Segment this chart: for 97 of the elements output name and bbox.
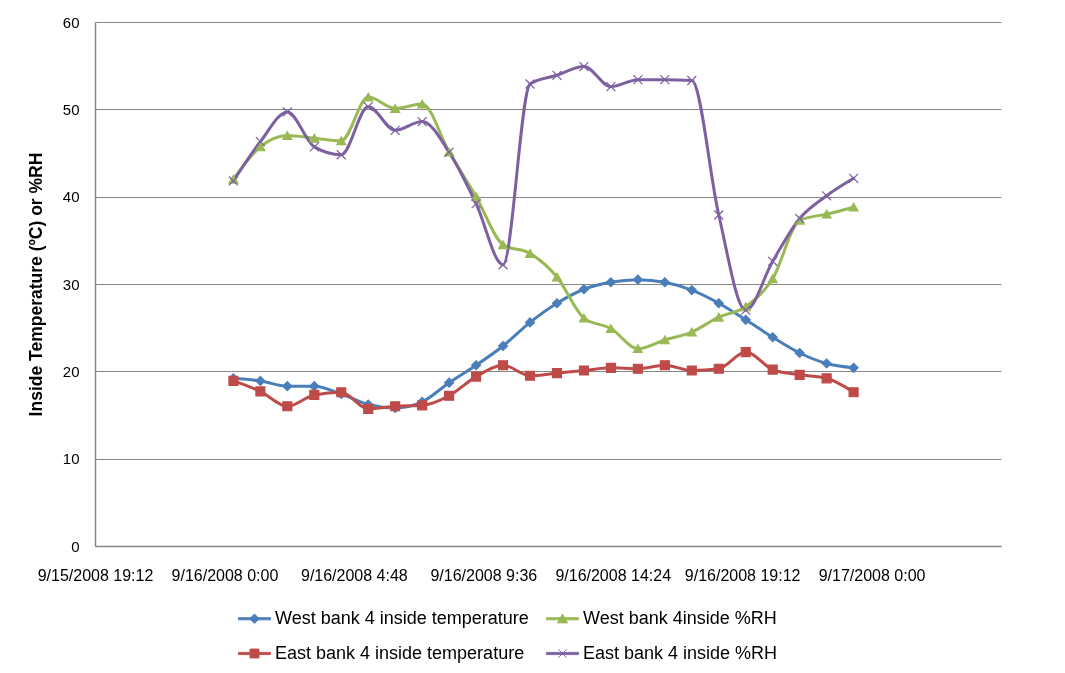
point bbox=[578, 61, 590, 72]
point bbox=[497, 340, 509, 352]
y-tick-label: 50 bbox=[62, 100, 80, 118]
point bbox=[578, 365, 590, 376]
point bbox=[255, 386, 266, 397]
y-tick-label: 60 bbox=[62, 13, 80, 31]
legend-label: East bank 4 inside %RH bbox=[583, 642, 778, 663]
point bbox=[255, 142, 266, 152]
point bbox=[821, 209, 832, 219]
x-tick-label: 9/17/2008 0:00 bbox=[818, 566, 926, 584]
point bbox=[767, 274, 778, 284]
point bbox=[524, 370, 536, 381]
point bbox=[848, 387, 859, 398]
point bbox=[713, 312, 724, 322]
x-tick-label: 9/16/2008 9:36 bbox=[430, 566, 538, 584]
point bbox=[848, 173, 859, 184]
point bbox=[740, 305, 751, 316]
point bbox=[578, 284, 590, 295]
point bbox=[740, 314, 751, 325]
point bbox=[578, 313, 590, 323]
point bbox=[471, 360, 482, 371]
point bbox=[686, 327, 697, 337]
point bbox=[282, 106, 293, 118]
point bbox=[632, 74, 643, 85]
point bbox=[605, 324, 616, 334]
y-tick-label: 20 bbox=[62, 362, 80, 380]
point bbox=[713, 363, 724, 374]
point bbox=[255, 136, 266, 147]
x-tick-label: 9/16/2008 14:24 bbox=[555, 566, 672, 584]
y-axis-title: Inside Temperature (ºC) or %RH bbox=[25, 152, 46, 417]
point bbox=[605, 362, 616, 373]
point bbox=[713, 298, 724, 309]
point bbox=[767, 364, 778, 375]
x-tick-label: 9/16/2008 19:12 bbox=[684, 566, 801, 584]
point bbox=[444, 377, 455, 388]
point bbox=[551, 272, 563, 282]
point bbox=[336, 136, 347, 146]
point bbox=[282, 131, 293, 141]
point bbox=[632, 363, 643, 374]
x-tick-label: 9/15/2008 19:12 bbox=[37, 566, 154, 584]
point bbox=[686, 285, 697, 296]
point bbox=[524, 317, 536, 328]
point bbox=[336, 149, 347, 160]
point bbox=[713, 209, 724, 221]
point bbox=[821, 358, 832, 369]
point bbox=[309, 389, 320, 400]
point bbox=[282, 381, 293, 392]
point bbox=[767, 256, 778, 267]
point bbox=[390, 103, 401, 113]
point bbox=[794, 369, 805, 380]
point bbox=[417, 116, 428, 127]
point bbox=[363, 92, 374, 102]
point bbox=[471, 371, 482, 382]
point bbox=[363, 101, 374, 112]
legend-label: East bank 4 inside temperature bbox=[275, 642, 525, 663]
point bbox=[605, 277, 616, 288]
point bbox=[471, 198, 482, 209]
legend-label: West bank 4inside %RH bbox=[583, 607, 777, 628]
point bbox=[417, 400, 428, 411]
y-tick-label: 30 bbox=[62, 275, 80, 293]
point bbox=[659, 277, 670, 288]
x-tick-label: 9/16/2008 0:00 bbox=[171, 566, 279, 584]
point bbox=[794, 347, 805, 359]
point bbox=[686, 365, 697, 376]
point bbox=[605, 81, 616, 92]
point bbox=[551, 298, 563, 309]
point bbox=[497, 240, 509, 250]
point bbox=[551, 368, 563, 379]
point bbox=[309, 133, 320, 143]
point bbox=[821, 190, 832, 201]
point bbox=[632, 344, 643, 354]
point bbox=[497, 259, 509, 270]
point bbox=[632, 274, 643, 285]
y-tick-label: 10 bbox=[62, 450, 80, 468]
point bbox=[551, 70, 563, 81]
point bbox=[444, 390, 455, 401]
point bbox=[686, 75, 697, 86]
y-tick-label: 0 bbox=[71, 537, 80, 555]
point bbox=[740, 347, 751, 358]
point bbox=[659, 335, 670, 345]
point bbox=[282, 401, 293, 412]
point bbox=[363, 403, 374, 414]
legend-label: West bank 4 inside temperature bbox=[275, 607, 529, 628]
point bbox=[848, 362, 859, 373]
point bbox=[524, 78, 536, 90]
x-tick-label: 9/16/2008 4:48 bbox=[300, 566, 408, 584]
point bbox=[659, 360, 670, 371]
point bbox=[848, 202, 859, 212]
point bbox=[255, 375, 266, 387]
point bbox=[309, 141, 320, 152]
point bbox=[821, 373, 832, 384]
point bbox=[767, 332, 778, 343]
point bbox=[659, 74, 670, 85]
y-tick-label: 40 bbox=[62, 188, 80, 206]
point bbox=[390, 125, 401, 136]
point bbox=[497, 360, 509, 371]
point bbox=[417, 99, 428, 109]
